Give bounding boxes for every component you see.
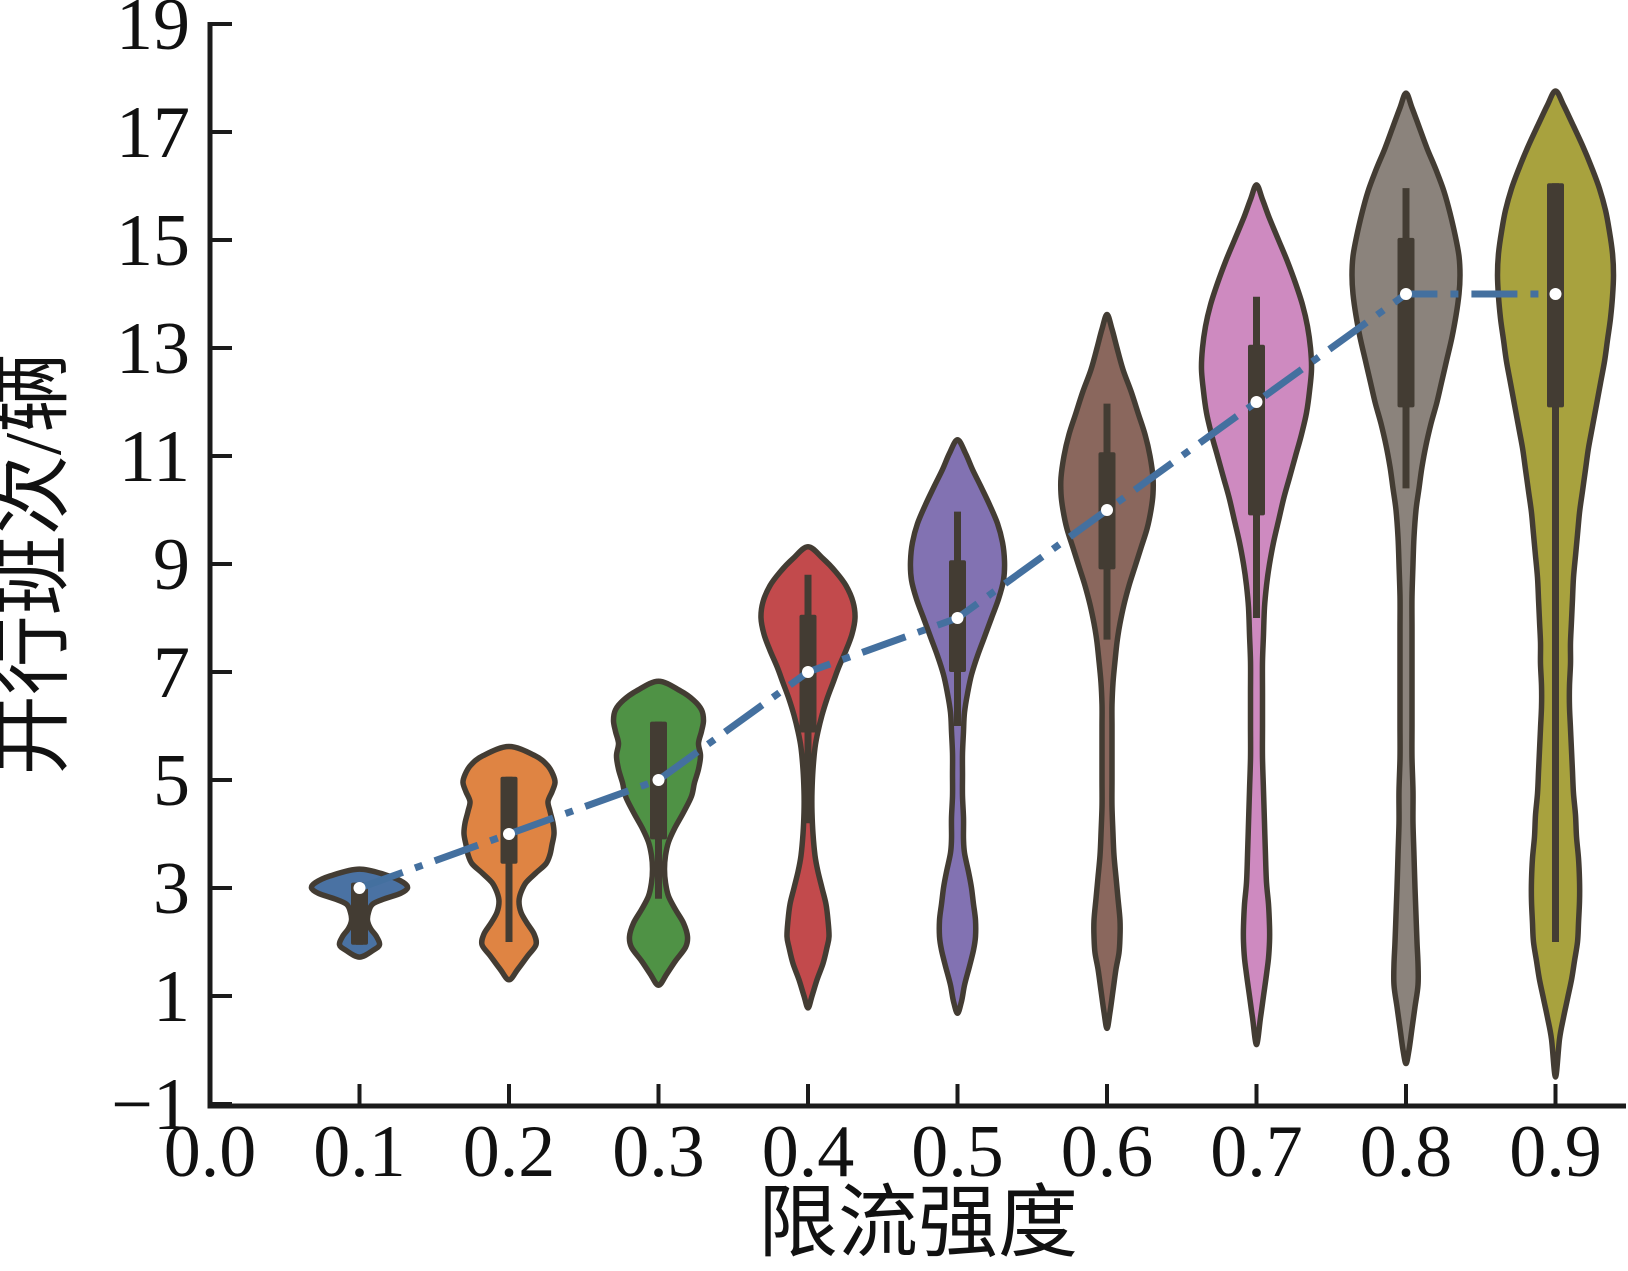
x-tick-label: 0.6 [1061,1111,1154,1193]
violin-body-0.5 [907,437,1008,1017]
violin-0.9 [1494,88,1617,1080]
x-axis-label: 限流强度 [758,1180,1078,1268]
violin-0.8 [1349,90,1463,1067]
median-dot-0.4 [802,666,814,678]
violin-box-0.1 [351,882,368,945]
y-tick-label: 11 [119,416,190,498]
x-tick-label: 0.2 [463,1111,556,1193]
violin-0.7 [1198,182,1315,1048]
violin-body-0.6 [1057,311,1157,1032]
violin-0.3 [610,678,707,988]
y-tick-label: 15 [116,200,190,282]
violin-0.1 [308,866,411,960]
median-dot-0.8 [1400,288,1412,300]
x-tick-label: 0.7 [1210,1111,1303,1193]
violins [308,88,1617,1080]
violin-box-0.2 [500,776,518,864]
y-tick-label: 19 [116,0,190,66]
y-tick-label: 9 [153,524,190,606]
median-dot-0.3 [652,774,665,786]
x-tick-label: 0.4 [762,1111,855,1193]
y-axis-label: 开行班次/辆 [0,353,78,775]
y-tick-label: 5 [153,740,190,822]
violin-0.4 [758,543,858,1011]
x-tick-label: 0.0 [164,1111,257,1193]
violin-0.5 [907,437,1008,1017]
violin-0.2 [460,743,558,983]
median-dots [353,288,1562,894]
y-tick-label: 3 [153,848,190,930]
violin-0.6 [1057,311,1157,1032]
violin-body-0.8 [1349,90,1463,1067]
median-dot-0.1 [353,882,366,894]
x-tick-label: 0.1 [313,1111,406,1193]
median-dot-0.5 [951,612,964,624]
x-tick-label: 0.3 [612,1111,705,1193]
x-tick-label: 0.8 [1360,1111,1453,1193]
median-dot-0.6 [1101,504,1113,516]
median-dot-0.2 [503,828,515,840]
median-dot-0.7 [1250,396,1263,408]
x-tick-label: 0.9 [1509,1111,1602,1193]
y-tick-label: 13 [116,308,190,390]
violin-box-0.8 [1397,237,1415,408]
x-tick-label: 0.5 [911,1111,1004,1193]
y-tick-label: 1 [153,956,190,1038]
y-tick-label: 7 [153,632,190,714]
y-tick-label: 17 [116,92,190,174]
median-dot-0.9 [1549,288,1562,300]
y-tick-label: −1 [111,1064,190,1146]
violin-box-0.7 [1248,344,1265,516]
x-ticks: 0.0 0.1 0.2 0.3 0.4 0.5 0.6 0.7 0.8 0.9 [164,1084,1602,1193]
